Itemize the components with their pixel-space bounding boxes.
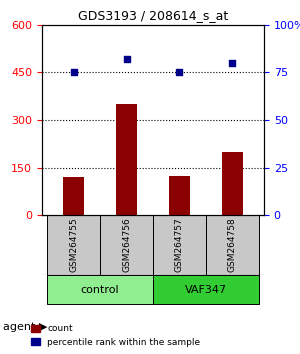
Bar	[116, 104, 137, 215]
Legend: count, percentile rank within the sample: count, percentile rank within the sample	[28, 321, 203, 349]
Point	[177, 69, 182, 75]
Text: VAF347: VAF347	[185, 285, 227, 295]
FancyBboxPatch shape	[153, 275, 259, 304]
Point	[71, 69, 76, 75]
Bar	[63, 177, 84, 215]
Text: GSM264757: GSM264757	[175, 218, 184, 272]
FancyBboxPatch shape	[153, 215, 206, 275]
Text: GSM264755: GSM264755	[69, 218, 78, 272]
FancyBboxPatch shape	[100, 215, 153, 275]
Bar	[169, 176, 190, 215]
Text: control: control	[81, 285, 119, 295]
FancyBboxPatch shape	[47, 215, 100, 275]
FancyBboxPatch shape	[206, 215, 259, 275]
FancyBboxPatch shape	[47, 275, 153, 304]
Text: GSM264756: GSM264756	[122, 218, 131, 272]
Bar	[222, 152, 243, 215]
Point	[124, 56, 129, 62]
Text: agent ▶: agent ▶	[3, 322, 47, 332]
Text: GSM264758: GSM264758	[228, 218, 237, 272]
Title: GDS3193 / 208614_s_at: GDS3193 / 208614_s_at	[78, 9, 228, 22]
Point	[230, 60, 235, 66]
